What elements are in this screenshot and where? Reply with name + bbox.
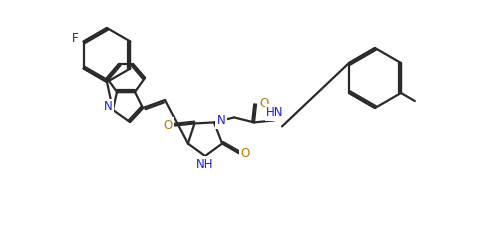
Text: N: N [104,100,112,114]
Text: HN: HN [266,106,284,119]
Text: O: O [241,147,250,160]
Text: O: O [259,97,269,110]
Text: F: F [72,32,79,45]
Text: N: N [216,114,226,127]
Text: O: O [163,119,172,132]
Text: NH: NH [196,157,214,171]
